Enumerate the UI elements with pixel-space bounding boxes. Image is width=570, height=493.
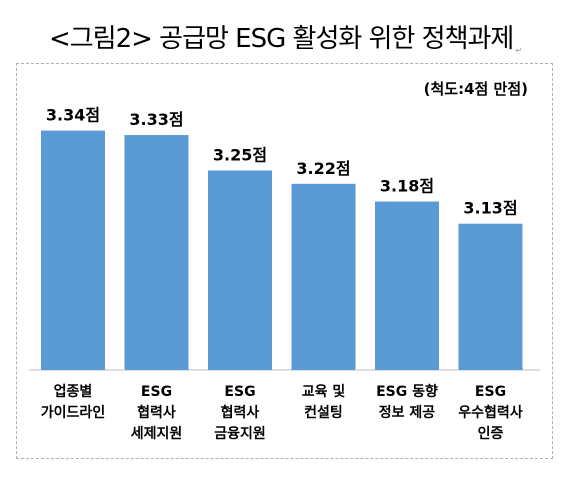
paragraph-mark-icon: ↵ xyxy=(515,46,522,55)
category-label-line: 교육 및 xyxy=(302,383,346,400)
value-label-5: 3.18점 xyxy=(380,177,434,196)
bar-1 xyxy=(41,130,105,370)
bar-3 xyxy=(208,170,272,370)
value-label-4: 3.22점 xyxy=(296,159,350,178)
scale-note: (척도:4점 만점) xyxy=(423,80,528,98)
category-label-line: 우수협력사 xyxy=(458,405,523,421)
category-label-line: 정보 제공 xyxy=(379,404,436,421)
category-label-line: 가이드라인 xyxy=(41,404,105,421)
category-label-line: 협력사 xyxy=(221,405,260,421)
value-label-1: 3.34점 xyxy=(46,106,100,125)
category-label-line: 금융지원 xyxy=(214,426,266,442)
value-label-2: 3.33점 xyxy=(129,110,183,129)
category-label-line: 인증 xyxy=(478,425,504,442)
category-label-line: 협력사 xyxy=(137,405,176,421)
value-label-6: 3.13점 xyxy=(463,199,517,218)
bar-4 xyxy=(291,183,356,370)
chart-panel: (척도:4점 만점) 3.34점 업종별 가이드라인 3.33점 ESG 협력사 세제지원 3… xyxy=(16,63,553,459)
bar-2 xyxy=(124,135,189,370)
bar-6 xyxy=(458,223,523,370)
category-label-line: 세제지원 xyxy=(131,426,183,442)
chart-title: <그림2> 공급망 ESG 활성화 위한 정책과제 ↵ xyxy=(48,24,522,55)
bar-5 xyxy=(375,201,439,370)
category-label-line: 컨설팅 xyxy=(304,404,343,421)
category-label-line: ESG xyxy=(224,384,255,400)
value-label-3: 3.25점 xyxy=(213,146,267,165)
category-label-line: ESG 동향 xyxy=(376,383,438,400)
category-label-line: ESG xyxy=(475,384,506,400)
category-label-line: 업종별 xyxy=(54,383,93,400)
category-label-line: ESG xyxy=(141,384,172,400)
